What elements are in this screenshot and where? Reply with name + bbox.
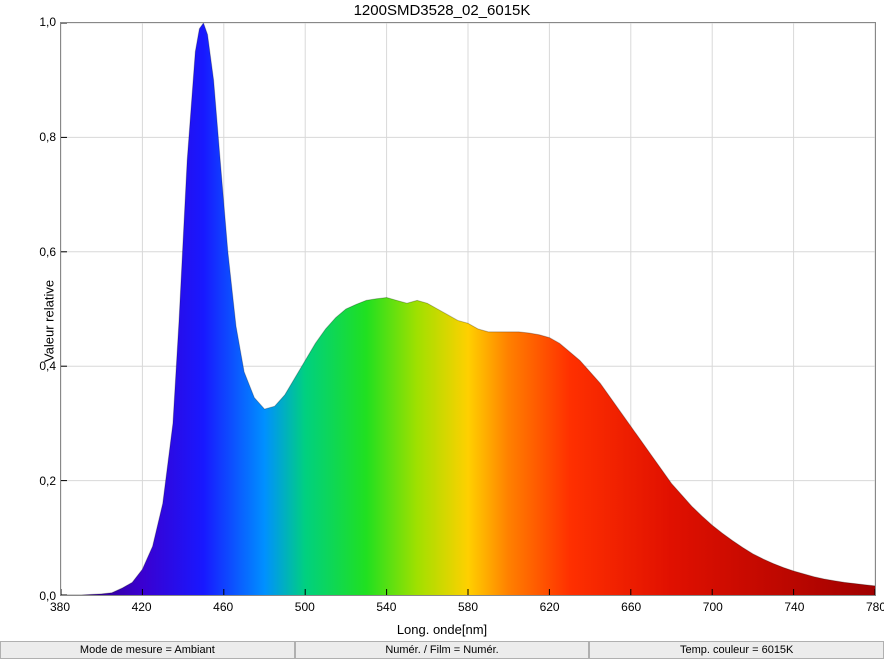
x-tick-label: 540 bbox=[376, 600, 396, 614]
status-temp: Temp. couleur = 6015K bbox=[589, 641, 884, 659]
x-tick-label: 460 bbox=[213, 600, 233, 614]
x-tick-label: 700 bbox=[703, 600, 723, 614]
x-tick-label: 380 bbox=[50, 600, 70, 614]
y-tick-label: 1,0 bbox=[39, 15, 56, 29]
plot-area bbox=[60, 22, 876, 596]
y-tick-label: 0,8 bbox=[39, 130, 56, 144]
x-tick-label: 580 bbox=[458, 600, 478, 614]
y-tick-label: 0,2 bbox=[39, 474, 56, 488]
x-axis-label: Long. onde[nm] bbox=[0, 622, 884, 637]
status-bar: Mode de mesure = Ambiant Numér. / Film =… bbox=[0, 641, 884, 659]
x-tick-label: 740 bbox=[784, 600, 804, 614]
status-film: Numér. / Film = Numér. bbox=[295, 641, 590, 659]
chart-title: 1200SMD3528_02_6015K bbox=[0, 2, 884, 19]
x-tick-label: 620 bbox=[540, 600, 560, 614]
x-tick-label: 420 bbox=[132, 600, 152, 614]
x-tick-label: 780 bbox=[866, 600, 884, 614]
x-tick-label: 500 bbox=[295, 600, 315, 614]
plot-svg bbox=[61, 23, 875, 595]
y-axis-label: Valeur relative bbox=[42, 279, 57, 361]
status-mode: Mode de mesure = Ambiant bbox=[0, 641, 295, 659]
y-tick-label: 0,4 bbox=[39, 359, 56, 373]
y-tick-label: 0,6 bbox=[39, 245, 56, 259]
x-tick-label: 660 bbox=[621, 600, 641, 614]
spectral-chart: 1200SMD3528_02_6015K Valeur relative Lon… bbox=[0, 0, 884, 641]
